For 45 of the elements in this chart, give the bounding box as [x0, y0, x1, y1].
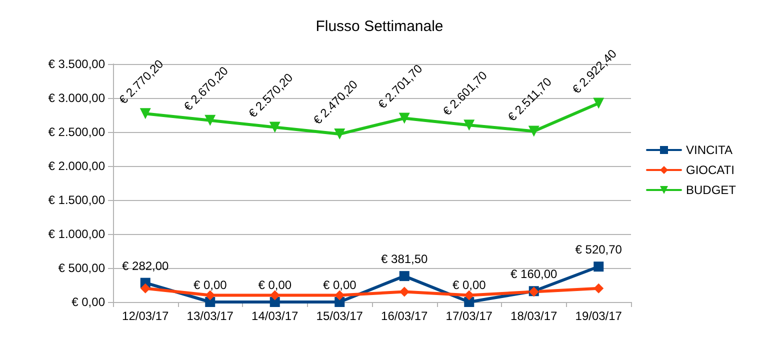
point: [528, 126, 540, 137]
point: [269, 122, 280, 133]
x-tick-label: 14/03/17: [252, 309, 299, 323]
data-label: € 0,00: [452, 278, 486, 292]
point: [399, 286, 410, 297]
data-label: € 0,00: [322, 278, 357, 292]
point: [140, 108, 151, 120]
data-label: € 0,00: [258, 278, 292, 292]
x-tick-label: 15/03/17: [316, 309, 364, 323]
y-tick-label: € 3.000,00: [48, 91, 106, 105]
legend-label: VINCITA: [686, 143, 732, 157]
x-tick-label: 16/03/17: [381, 309, 428, 323]
x-tick-label: 18/03/17: [510, 309, 558, 323]
point: [205, 290, 216, 300]
y-tick-label: € 500,00: [58, 261, 106, 275]
data-label: € 282,00: [122, 258, 170, 273]
x-tick-label: 13/03/17: [186, 309, 234, 323]
point: [464, 120, 475, 131]
point: [140, 283, 150, 294]
x-tick-label: 19/03/17: [575, 309, 622, 323]
point: [334, 128, 346, 140]
point: [399, 271, 410, 282]
y-tick-label: € 0,00: [72, 295, 106, 309]
legend-label: BUDGET: [686, 183, 737, 197]
point: [398, 112, 410, 124]
data-label: € 160,00: [510, 267, 558, 282]
point: [270, 290, 280, 300]
y-tick-label: € 1.000,00: [48, 227, 106, 241]
x-tick-label: 17/03/17: [446, 309, 493, 323]
y-tick-label: € 3.500,00: [48, 57, 106, 71]
point: [594, 283, 604, 294]
x-tick-label: 12/03/17: [122, 309, 170, 323]
point: [464, 290, 474, 300]
y-tick-label: € 1.500,00: [48, 193, 106, 207]
y-tick-label: € 2.000,00: [48, 159, 106, 173]
point: [204, 114, 216, 126]
point: [334, 290, 345, 300]
point: [594, 262, 604, 272]
data-label: € 520,70: [575, 242, 622, 257]
y-tick-label: € 2.500,00: [48, 125, 106, 139]
chart-title: Flusso Settimanale: [316, 18, 444, 35]
data-label: € 0,00: [193, 278, 228, 292]
point: [593, 98, 604, 109]
data-label: € 381,50: [381, 252, 428, 266]
legend-label: GIOCATI: [686, 163, 734, 177]
